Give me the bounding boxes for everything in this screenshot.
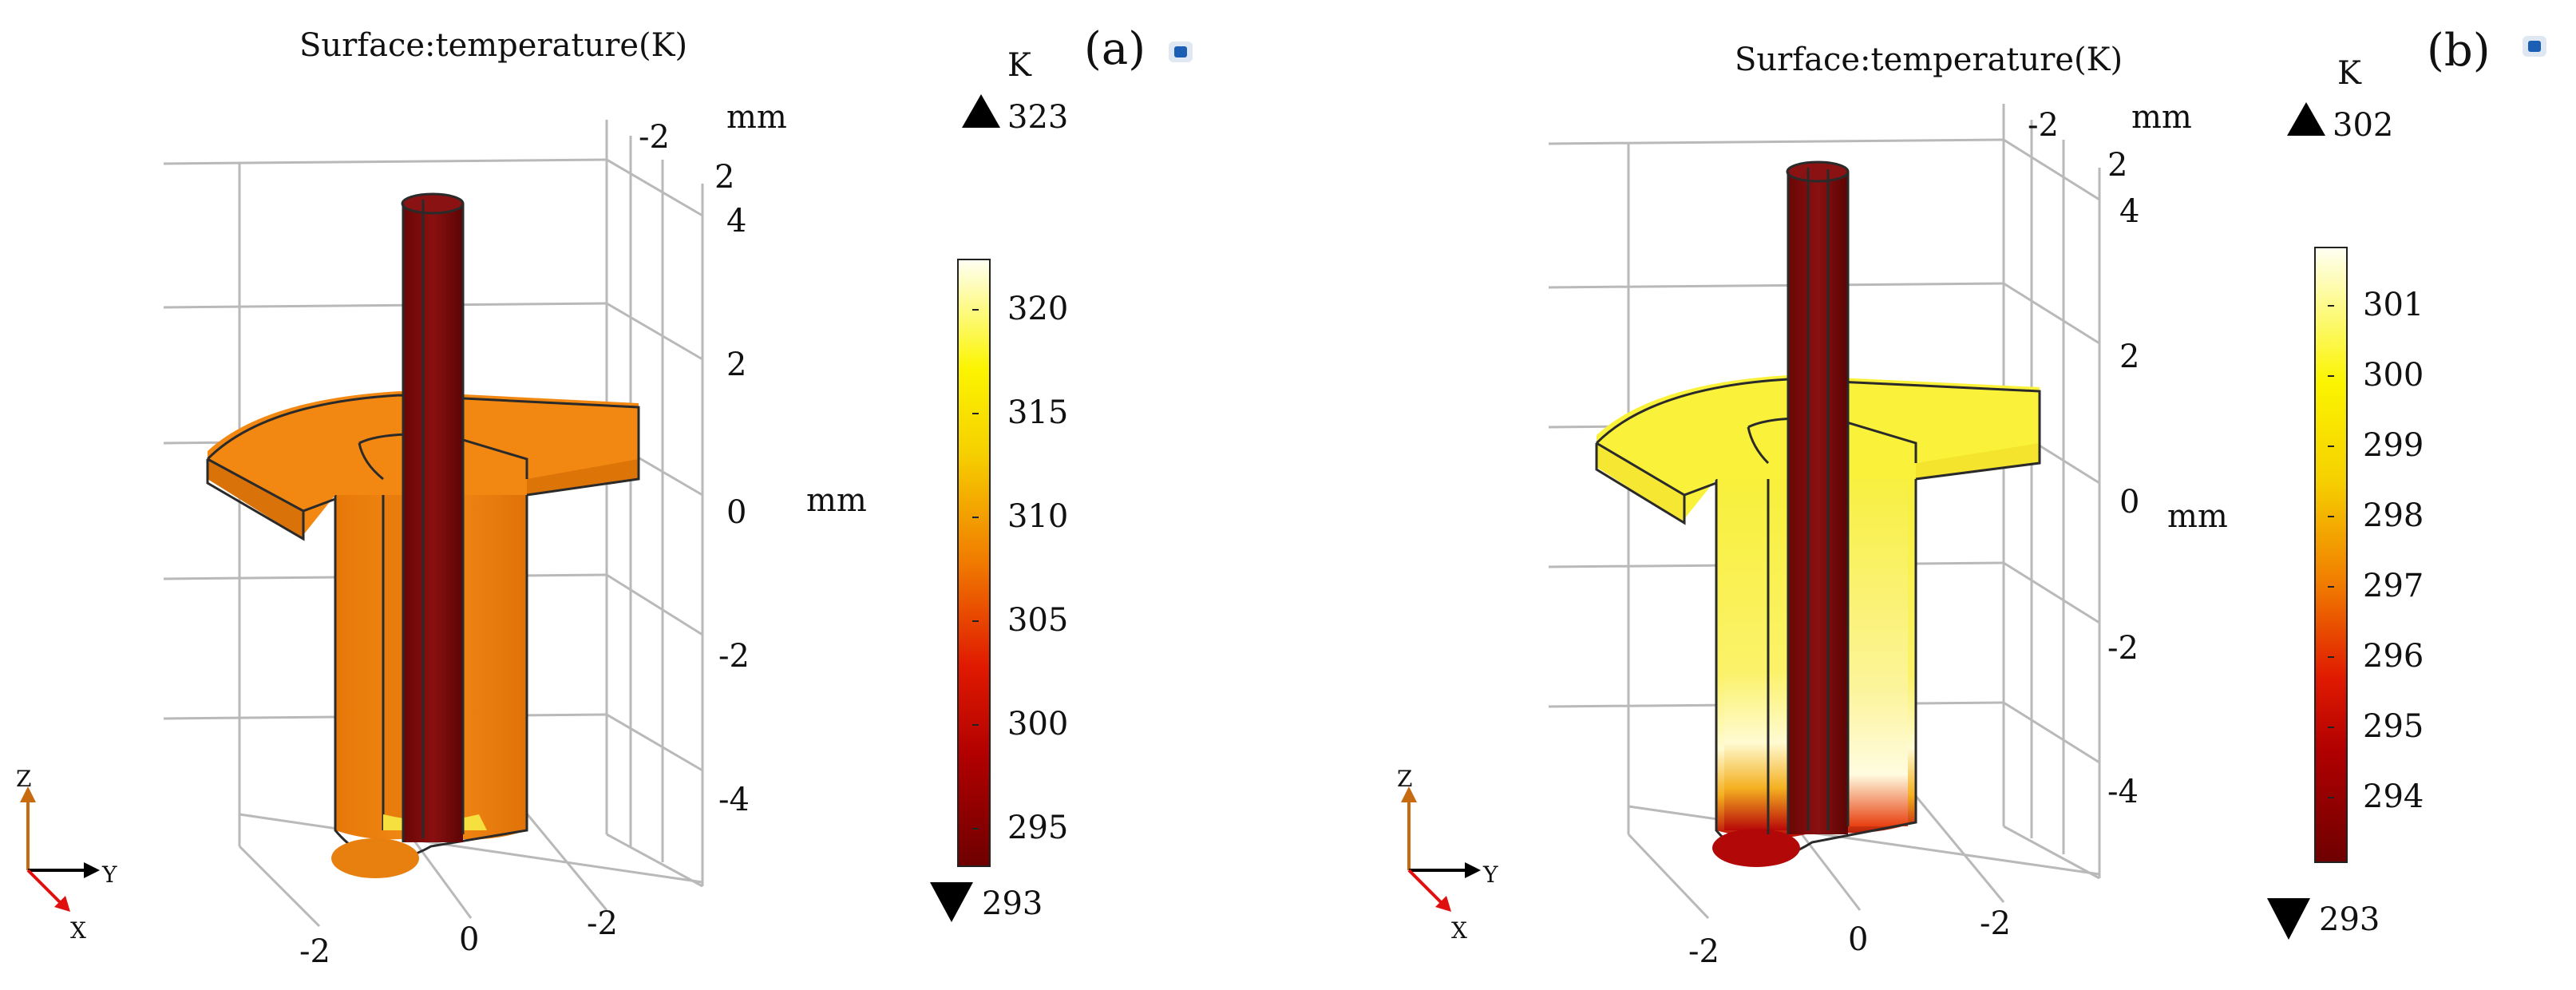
panel-b-z-tick: 0 [2119,484,2139,521]
panel-a-rod [401,192,465,842]
panel-a-z-tick: 4 [726,203,746,240]
panel-b-max-triangle-icon [2287,102,2325,136]
colorbar-tick-label: 296 [2363,638,2424,675]
panel-a-side-unit: mm [806,482,867,519]
panel-b-z-tick: 4 [2119,193,2139,230]
panel-b-axis-triad: Z Y X [1397,766,1498,944]
panel-b-triad-y: Y [1482,861,1498,888]
panel-b-x-tick: -2 [1980,905,2011,942]
panel-b-min-triangle-icon [2267,898,2310,940]
panel-a-logo-icon [1169,42,1193,62]
colorbar-tick-label: 295 [2363,708,2424,745]
colorbar-tick-label: 297 [2363,568,2424,604]
panel-a-x-tick: -2 [299,933,330,970]
colorbar-tick-label: 294 [2363,778,2424,815]
panel-b-min: 293 [2319,901,2380,938]
panel-b-y-tick: -2 [2028,107,2059,144]
panel-a-y-tick: -2 [639,119,670,156]
panel-a-unit: K [1007,47,1032,84]
panel-a-colorbar: K 323 320 315 310 305 300 295 293 [930,47,1068,922]
panel-b-triad-x: X [1451,917,1467,944]
colorbar-tick-label: 320 [1007,291,1068,327]
panel-b-title: Surface:temperature(K) [1735,42,2123,78]
panel-a-label: (a) [1084,23,1146,75]
panel-a-triad-z: Z [16,766,31,792]
panel-b-triad-z: Z [1397,766,1412,792]
panel-b-label: (b) [2427,25,2491,77]
panel-b-z-tick: -4 [2107,774,2139,810]
panel-a-x-tick: -2 [587,905,618,942]
colorbar-tick-label: 295 [1007,810,1068,846]
panel-b-unit: K [2337,55,2362,92]
panel-a-triad-y: Y [101,861,117,888]
colorbar-tick-label: 305 [1007,602,1068,639]
panel-b-z-tick: -2 [2107,630,2139,667]
panel-b-top-unit: mm [2131,99,2192,136]
panel-a-title: Surface:temperature(K) [299,27,687,64]
panel-b-x-tick: -2 [1688,933,1719,970]
panel-a-max-triangle-icon [962,94,1000,128]
panel-b-y-tick: 2 [2107,147,2127,184]
panel-a-max: 323 [1007,99,1068,136]
panel-b-rod [1786,160,1850,834]
panel-a-axis-triad: Z Y X [16,766,117,944]
panel-b-side-unit: mm [2167,498,2228,535]
panel-a-x-tick: 0 [459,921,479,958]
colorbar-tick-label: 299 [2363,427,2424,464]
colorbar-tick-label: 310 [1007,498,1068,535]
colorbar-tick-label: 300 [1007,706,1068,742]
colorbar-tick-label: 301 [2363,287,2424,323]
panel-a-z-tick: -4 [718,782,750,818]
panel-a-y-tick: 2 [714,159,734,196]
panel-a-min: 293 [982,885,1043,922]
colorbar-tick-label: 298 [2363,497,2424,534]
panel-a-min-triangle-icon [930,882,973,922]
panel-b-z-tick: 2 [2119,339,2139,375]
colorbar-tick-label: 300 [2363,357,2424,394]
panel-b-x-tick: 0 [1848,921,1868,958]
panel-a-z-tick: 0 [726,494,746,531]
panel-a-triad-x: X [70,917,86,944]
panel-b-colorbar: K 302 301 300 299 298 297 296 295 294 293 [2267,55,2424,940]
panel-a-z-tick: 2 [726,346,746,383]
panel-a: Surface:temperature(K) (a) [16,23,1193,970]
panel-b-max: 302 [2333,107,2393,144]
colorbar-tick-label: 315 [1007,394,1068,431]
panel-a-z-tick: -2 [718,638,750,675]
panel-a-top-unit: mm [726,99,787,136]
panel-b-logo-icon [2523,36,2546,57]
panel-b: Surface:temperature(K) (b) [1397,25,2546,970]
